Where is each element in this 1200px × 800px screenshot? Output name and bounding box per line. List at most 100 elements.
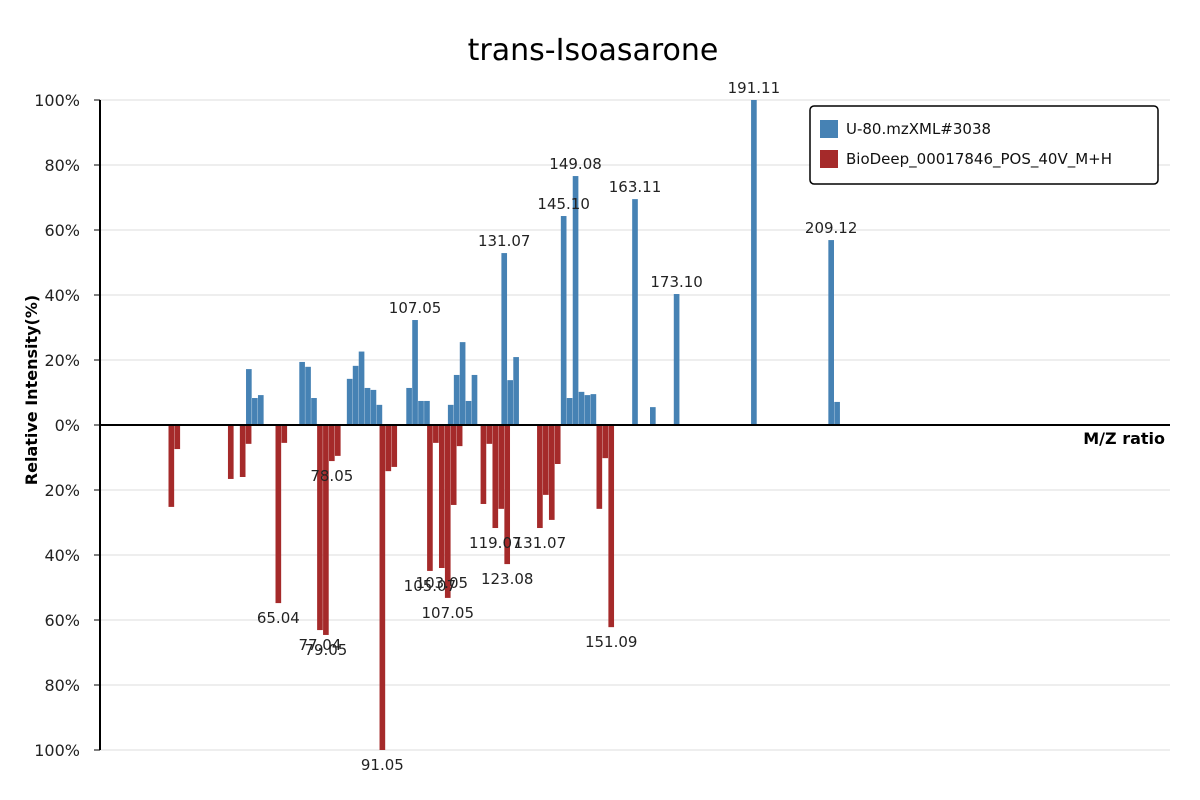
- peak-bar: [834, 401, 840, 425]
- peak-bar: [305, 366, 311, 425]
- peak-bar: [537, 425, 543, 529]
- peak-bar: [311, 398, 317, 425]
- x-axis-label: M/Z ratio: [1083, 429, 1165, 448]
- y-tick-label: 40%: [44, 546, 80, 565]
- peak-bar: [584, 395, 591, 425]
- peak-bar: [174, 425, 181, 450]
- peak-label: 163.11: [609, 178, 662, 196]
- y-tick-label: 80%: [44, 156, 80, 175]
- peak-bar: [168, 425, 175, 507]
- peak-bar: [358, 351, 365, 425]
- peak-bar: [554, 425, 561, 464]
- peak-label: 65.04: [257, 609, 300, 627]
- peak-bar: [376, 404, 383, 425]
- peak-bar: [566, 398, 573, 425]
- peak-bar: [465, 400, 472, 425]
- legend-swatch-bottom: [820, 150, 838, 168]
- axes: [99, 100, 1170, 750]
- peak-bar: [507, 380, 513, 425]
- peak-bar: [632, 199, 638, 425]
- peak-label: 209.12: [805, 219, 858, 237]
- y-tick-label: 40%: [44, 286, 80, 305]
- peak-bar: [252, 398, 258, 425]
- y-tick-label: 100%: [34, 91, 80, 110]
- peak-bar: [560, 216, 567, 425]
- y-tick-label: 20%: [44, 351, 80, 370]
- peak-bar: [257, 395, 264, 425]
- peak-bar: [317, 425, 323, 631]
- y-tick-labels: 100% 80% 60% 40% 20% 0% 20% 40% 60% 80% 100%: [34, 91, 100, 760]
- peak-bar: [246, 369, 252, 425]
- peak-bar: [364, 387, 371, 425]
- peak-bar: [275, 425, 282, 604]
- peak-label: 151.09: [585, 633, 638, 651]
- peak-label: 91.05: [361, 756, 404, 774]
- peak-label: 105.07: [404, 577, 457, 595]
- peak-bar: [412, 320, 418, 425]
- y-tick-label: 100%: [34, 741, 80, 760]
- peak-bar: [602, 425, 609, 459]
- peak-bar: [504, 425, 511, 565]
- peak-bar: [578, 391, 585, 425]
- y-tick-label: 20%: [44, 481, 80, 500]
- peak-bar: [828, 240, 834, 425]
- peak-bar: [543, 425, 549, 495]
- y-axis-label: Relative Intensity(%): [22, 295, 41, 485]
- peak-bar: [548, 425, 555, 520]
- peak-bar: [239, 425, 246, 477]
- peak-bar: [438, 425, 445, 568]
- peak-label: 131.07: [514, 534, 567, 552]
- peak-bar: [456, 425, 463, 447]
- peak-bar: [501, 253, 508, 425]
- peak-bar: [444, 425, 451, 598]
- peak-bar: [480, 425, 487, 504]
- peak-bar: [346, 378, 353, 425]
- legend-box: [809, 105, 1159, 185]
- legend: U-80.mzXML#3038 BioDeep_00017846_POS_40V…: [809, 105, 1159, 185]
- peak-bar: [447, 404, 454, 425]
- peak-label: 78.05: [310, 467, 353, 485]
- peak-bar: [334, 425, 341, 456]
- peak-bar: [453, 374, 460, 425]
- peak-label: 79.05: [304, 641, 347, 659]
- peak-bar: [406, 387, 412, 425]
- peak-bar: [751, 100, 757, 425]
- peak-bar: [370, 389, 377, 425]
- peak-label: 77.04: [298, 636, 341, 654]
- peak-bar: [486, 425, 493, 444]
- y-tick-label: 80%: [44, 676, 80, 695]
- peak-bar: [323, 425, 329, 635]
- peak-bar: [650, 407, 656, 425]
- peak-bar: [385, 425, 392, 472]
- legend-swatch-top: [820, 120, 838, 138]
- legend-label-top: U-80.mzXML#3038: [846, 120, 991, 138]
- chart-title: trans-Isoasarone: [468, 33, 719, 68]
- top-series-bars: [246, 100, 840, 425]
- peak-bar: [450, 425, 457, 505]
- legend-label-bottom: BioDeep_00017846_POS_40V_M+H: [846, 150, 1112, 169]
- peak-label: 173.10: [650, 273, 703, 291]
- peak-bar: [608, 425, 615, 628]
- peak-label: 119.07: [469, 534, 522, 552]
- peak-label: 103.05: [416, 574, 469, 592]
- bottom-series-bars: [168, 425, 615, 750]
- peak-labels: 107.05 131.07 145.10 149.08 163.11 173.10 191.…: [257, 79, 858, 774]
- peak-bar: [391, 425, 398, 467]
- peak-bar: [427, 425, 433, 571]
- y-tick-label: 60%: [44, 221, 80, 240]
- peak-bar: [513, 357, 519, 425]
- y-tick-label: 60%: [44, 611, 80, 630]
- peak-label: 107.05: [389, 299, 442, 317]
- peak-bar: [673, 294, 680, 425]
- peak-bar: [459, 342, 466, 425]
- peak-label: 131.07: [478, 232, 531, 250]
- peak-label: 191.11: [728, 79, 781, 97]
- peak-bar: [281, 425, 288, 443]
- peak-bar: [245, 425, 252, 444]
- peak-bar: [424, 400, 430, 425]
- y-tick-label: 0%: [55, 416, 80, 435]
- peak-bar: [227, 425, 234, 479]
- peak-bar: [299, 361, 305, 425]
- peak-bar: [498, 425, 505, 509]
- peak-bar: [329, 425, 335, 462]
